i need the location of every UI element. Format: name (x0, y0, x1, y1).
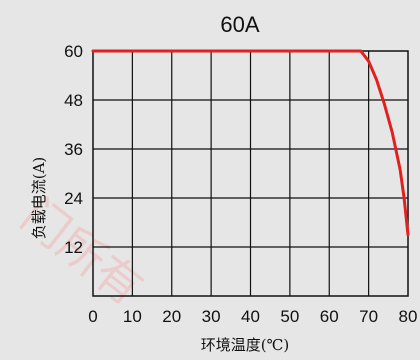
series-layer (91, 49, 410, 237)
y-tick-label-48: 48 (64, 91, 83, 110)
x-tick-labels: 0 10 20 30 40 50 60 70 80 (88, 307, 417, 326)
x-tick-label-60: 60 (320, 307, 339, 326)
y-tick-label-12: 12 (64, 238, 83, 257)
x-axis-title: 环境温度(℃) (201, 336, 289, 354)
y-tick-labels: 12 24 36 48 60 (64, 42, 83, 257)
x-tick-label-30: 30 (202, 307, 221, 326)
y-tick-label-36: 36 (64, 140, 83, 159)
x-tick-label-40: 40 (241, 307, 260, 326)
x-tick-label-80: 80 (399, 307, 418, 326)
x-tick-label-0: 0 (88, 307, 97, 326)
y-tick-label-60: 60 (64, 42, 83, 61)
chart-title: 60A (220, 12, 259, 37)
x-tick-label-50: 50 (280, 307, 299, 326)
y-axis-title: 负载电流(A) (30, 157, 48, 240)
series-line-0 (91, 49, 410, 237)
x-tick-label-10: 10 (123, 307, 142, 326)
grid-layer (93, 51, 408, 296)
x-tick-label-20: 20 (162, 307, 181, 326)
x-tick-label-70: 70 (359, 307, 378, 326)
y-tick-label-24: 24 (64, 189, 83, 208)
